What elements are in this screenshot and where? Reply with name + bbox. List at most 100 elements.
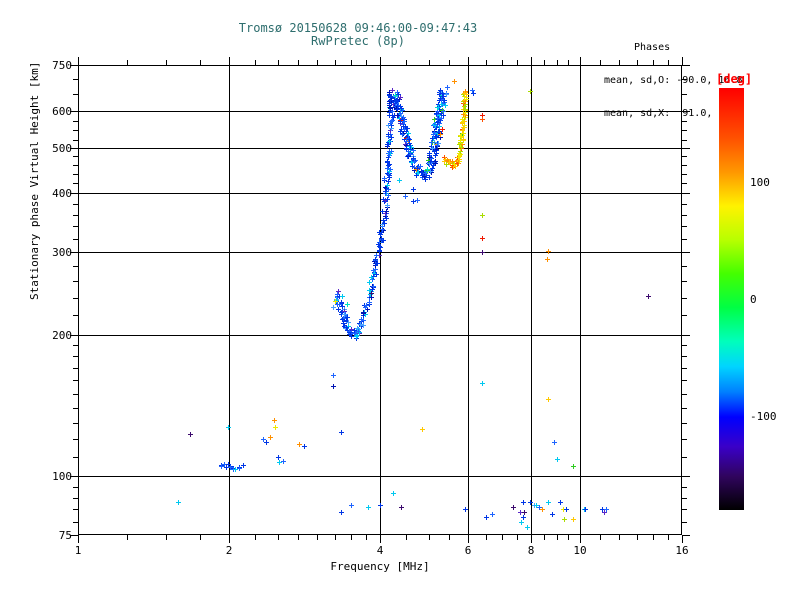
x-tick-bottom-1.25 xyxy=(127,535,128,540)
y-tick-left-75 xyxy=(70,535,78,536)
x-tick-bottom-9 xyxy=(557,535,558,540)
x-tick-label-1: 1 xyxy=(74,544,82,557)
y-tick-left-80 xyxy=(73,522,78,523)
x-tick-top-5 xyxy=(429,60,430,65)
y-tick-left-440 xyxy=(73,174,78,175)
colorbar-gradient xyxy=(719,88,744,510)
y-tick-right-300 xyxy=(682,252,690,253)
y-tick-right-400 xyxy=(682,193,690,194)
y-tick-right-95 xyxy=(682,487,687,488)
y-tick-left-95 xyxy=(73,487,78,488)
x-tick-top-2.75 xyxy=(298,60,299,65)
x-tick-bottom-5 xyxy=(429,535,430,540)
y-tick-right-120 xyxy=(682,439,687,440)
y-tick-left-340 xyxy=(73,226,78,227)
y-tick-right-360 xyxy=(682,215,687,216)
x-tick-label-4: 4 xyxy=(376,544,384,557)
x-tick-bottom-8 xyxy=(531,535,532,543)
y-tick-right-650 xyxy=(682,94,687,95)
y-tick-right-380 xyxy=(682,204,687,205)
y-tick-left-380 xyxy=(73,204,78,205)
y-tick-left-360 xyxy=(73,215,78,216)
colorbar-tick-100: 100 xyxy=(750,175,770,189)
y-tick-left-180 xyxy=(73,356,78,357)
x-tick-top-10 xyxy=(580,57,581,65)
grid-line-y-200 xyxy=(78,335,682,336)
plot-title: Tromsø 20150628 09:46:00-09:47:43 xyxy=(238,21,478,35)
x-tick-bottom-2 xyxy=(229,535,230,543)
x-tick-top-1.25 xyxy=(127,60,128,65)
y-tick-right-600 xyxy=(682,111,690,112)
x-tick-top-9 xyxy=(557,60,558,65)
y-axis-title: Stationary phase Virtual Height [km] xyxy=(28,61,41,300)
colorbar-unit-label: [deg] xyxy=(716,72,753,86)
x-tick-top-3.5 xyxy=(351,60,352,65)
x-tick-bottom-3.75 xyxy=(366,535,367,540)
y-tick-left-150 xyxy=(73,394,78,395)
y-tick-left-160 xyxy=(73,380,78,381)
x-tick-label-8: 8 xyxy=(527,544,535,557)
x-tick-bottom-14 xyxy=(653,535,654,540)
y-tick-left-750 xyxy=(70,65,78,66)
y-tick-right-420 xyxy=(682,183,687,184)
y-tick-right-260 xyxy=(682,281,687,282)
x-tick-bottom-1.75 xyxy=(200,535,201,540)
plot-subtitle: RwPretec (8p) xyxy=(311,34,405,48)
x-tick-bottom-3 xyxy=(317,535,318,540)
y-tick-label-75: 75 xyxy=(58,529,72,542)
x-tick-top-13 xyxy=(637,60,638,65)
y-tick-left-420 xyxy=(73,183,78,184)
y-tick-right-500 xyxy=(682,148,690,149)
y-tick-left-700 xyxy=(73,79,78,80)
y-tick-right-320 xyxy=(682,239,687,240)
y-tick-right-160 xyxy=(682,380,687,381)
x-tick-top-3.25 xyxy=(335,60,336,65)
x-tick-top-7.5 xyxy=(517,60,518,65)
y-tick-right-460 xyxy=(682,165,687,166)
y-tick-left-240 xyxy=(73,298,78,299)
y-tick-right-220 xyxy=(682,315,687,316)
y-tick-right-340 xyxy=(682,226,687,227)
x-tick-top-12 xyxy=(619,60,620,65)
y-tick-left-130 xyxy=(73,423,78,424)
y-tick-left-120 xyxy=(73,439,78,440)
x-tick-top-5.5 xyxy=(449,60,450,65)
phases-mean-o: mean, sd,O: -90.0, 16.8 xyxy=(604,75,743,86)
x-tick-bottom-6.5 xyxy=(486,535,487,540)
y-tick-right-100 xyxy=(682,476,690,477)
y-tick-right-110 xyxy=(682,457,687,458)
x-tick-top-4.5 xyxy=(406,60,407,65)
plot-title-block: Tromsø 20150628 09:46:00-09:47:43 RwPret… xyxy=(78,22,638,48)
y-tick-right-150 xyxy=(682,394,687,395)
y-tick-right-240 xyxy=(682,298,687,299)
x-tick-top-2.5 xyxy=(278,60,279,65)
y-tick-label-400: 400 xyxy=(52,187,72,200)
y-tick-right-90 xyxy=(682,498,687,499)
y-tick-label-600: 600 xyxy=(52,105,72,118)
x-tick-top-1 xyxy=(78,57,79,65)
y-tick-left-300 xyxy=(70,252,78,253)
x-tick-bottom-5.5 xyxy=(449,535,450,540)
grid-line-x-8 xyxy=(531,65,532,535)
y-tick-left-190 xyxy=(73,345,78,346)
x-tick-top-2 xyxy=(229,57,230,65)
y-tick-label-300: 300 xyxy=(52,246,72,259)
y-tick-label-100: 100 xyxy=(52,470,72,483)
y-tick-right-750 xyxy=(682,65,690,66)
y-tick-left-570 xyxy=(73,121,78,122)
y-tick-left-220 xyxy=(73,315,78,316)
y-tick-right-520 xyxy=(682,140,687,141)
y-tick-left-480 xyxy=(73,156,78,157)
x-tick-bottom-10 xyxy=(580,535,581,543)
x-tick-bottom-6 xyxy=(468,535,469,543)
y-tick-right-190 xyxy=(682,345,687,346)
grid-line-x-6 xyxy=(468,65,469,535)
x-tick-bottom-15 xyxy=(668,535,669,540)
x-tick-top-16 xyxy=(682,57,683,65)
x-tick-top-6.5 xyxy=(486,60,487,65)
y-tick-left-650 xyxy=(73,94,78,95)
y-tick-left-110 xyxy=(73,457,78,458)
y-tick-right-130 xyxy=(682,423,687,424)
y-tick-right-200 xyxy=(682,335,690,336)
